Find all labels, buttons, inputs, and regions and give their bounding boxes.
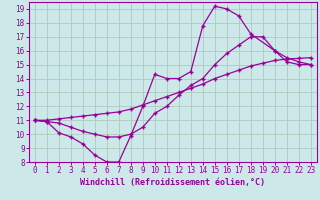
X-axis label: Windchill (Refroidissement éolien,°C): Windchill (Refroidissement éolien,°C) — [80, 178, 265, 187]
